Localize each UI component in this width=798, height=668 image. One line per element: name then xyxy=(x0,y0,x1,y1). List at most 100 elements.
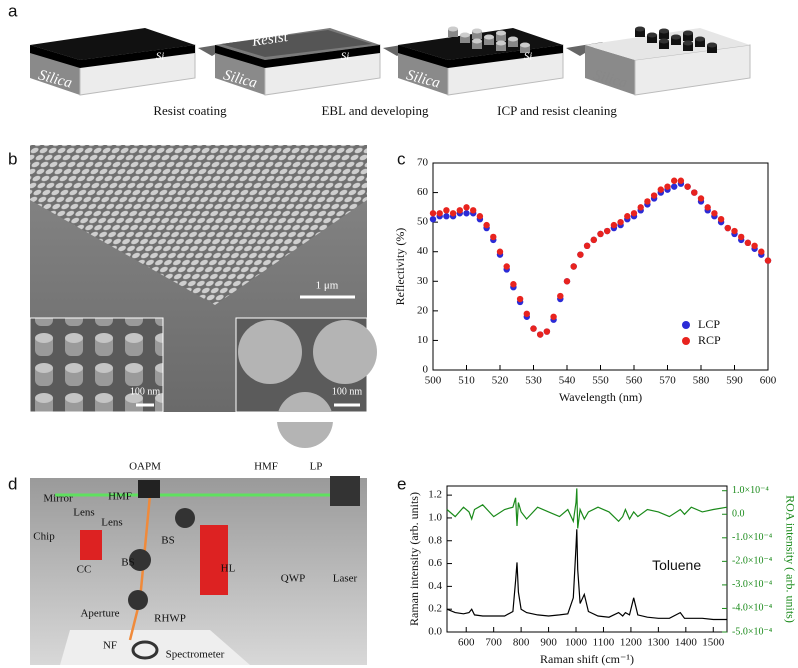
layer-label: Si xyxy=(156,51,165,63)
pillar xyxy=(472,31,482,39)
slit xyxy=(131,640,159,660)
data-point xyxy=(637,204,644,211)
data-point xyxy=(677,177,685,184)
pillar xyxy=(520,45,530,53)
data-point xyxy=(496,248,504,255)
laser xyxy=(330,476,360,506)
data-point xyxy=(429,215,437,223)
substrate-front xyxy=(585,45,635,95)
y2-tick-label: 1.0×10⁻⁴ xyxy=(732,485,769,496)
setup-label: Laser xyxy=(333,573,358,585)
x-axis-label: Wavelength (nm) xyxy=(559,390,642,404)
data-point xyxy=(436,210,443,217)
legend-marker xyxy=(682,321,690,329)
data-point xyxy=(443,207,450,214)
setup-label: Mirror xyxy=(43,493,73,505)
step-label: Resist coating xyxy=(153,103,227,118)
panel-label: d xyxy=(8,474,17,493)
pillar xyxy=(659,41,669,49)
pillar-top xyxy=(484,34,494,40)
x-axis-label: Raman shift (cm⁻¹) xyxy=(540,652,634,666)
y2-tick-label: 0.0 xyxy=(732,509,745,520)
legend-marker xyxy=(682,337,690,345)
bs xyxy=(175,508,195,528)
x-tick-label: 500 xyxy=(425,375,442,387)
data-point xyxy=(537,331,544,338)
scale-label: 1 μm xyxy=(316,280,339,292)
y-axis-label: Raman intensity (arb. units) xyxy=(407,492,421,626)
y-axis-label: Reflectivity (%) xyxy=(393,228,407,306)
legend-label: RCP xyxy=(698,333,721,347)
y-tick-label: 0.4 xyxy=(428,580,442,592)
data-point xyxy=(503,263,510,270)
data-point xyxy=(711,210,718,217)
pillar-top xyxy=(695,36,705,42)
x-tick-label: 1500 xyxy=(702,637,725,649)
data-point xyxy=(563,278,571,285)
pillar-top xyxy=(707,42,717,48)
pillar-top xyxy=(460,32,470,38)
x-tick-label: 570 xyxy=(659,375,676,387)
setup-label: QWP xyxy=(281,573,305,585)
data-point xyxy=(463,204,470,211)
y-tick-label: 0.6 xyxy=(428,557,442,569)
data-point xyxy=(550,313,557,320)
pillar-top xyxy=(472,38,482,44)
pillar-top xyxy=(683,40,693,46)
data-point xyxy=(664,183,671,190)
pillar xyxy=(635,29,645,37)
panel-label: e xyxy=(397,474,406,493)
setup-label: HMF xyxy=(254,461,278,473)
x-tick-label: 900 xyxy=(540,637,557,649)
data-point xyxy=(516,295,524,303)
pillar-top xyxy=(472,28,482,34)
setup-label: NF xyxy=(103,640,117,652)
data-point xyxy=(463,210,470,217)
setup-label: HL xyxy=(221,563,236,575)
pillar-top xyxy=(496,30,506,36)
pillar-top xyxy=(671,34,681,40)
data-point xyxy=(523,310,530,318)
x-tick-label: 1100 xyxy=(593,637,615,649)
pillar xyxy=(484,37,494,45)
data-point xyxy=(490,233,497,241)
y2-tick-label: -4.0×10⁻⁴ xyxy=(732,603,773,614)
setup-label: Chip xyxy=(33,531,55,543)
sem-disk xyxy=(238,320,302,384)
x-tick-label: 530 xyxy=(525,375,542,387)
bs xyxy=(129,549,151,571)
scale-label: 100 nm xyxy=(332,386,363,397)
layer-label: Si xyxy=(341,51,350,63)
pillar-top xyxy=(647,32,657,38)
x-tick-label: 590 xyxy=(726,375,743,387)
panel-label: b xyxy=(8,149,17,168)
data-point xyxy=(697,195,705,202)
data-point xyxy=(751,242,758,249)
data-point xyxy=(644,198,651,205)
setup-label: BS xyxy=(121,557,134,569)
top-face xyxy=(30,28,195,60)
x-tick-label: 520 xyxy=(492,375,509,387)
setup-label: OAPM xyxy=(129,461,161,473)
data-point xyxy=(449,210,457,217)
data-point xyxy=(717,215,725,223)
x-tick-label: 540 xyxy=(559,375,576,387)
pillar xyxy=(472,41,482,49)
x-tick-label: 560 xyxy=(626,375,643,387)
data-point xyxy=(704,204,711,211)
data-point xyxy=(758,248,765,255)
setup-label: Spectrometer xyxy=(166,649,225,661)
pillar-top xyxy=(496,40,506,46)
y-tick-label: 60 xyxy=(417,186,429,198)
oapm xyxy=(138,480,160,498)
pillar-top xyxy=(683,30,693,36)
corner-cube xyxy=(80,530,102,560)
y2-tick-label: -5.0×10⁻⁴ xyxy=(732,626,773,637)
y-tick-label: 0.8 xyxy=(428,534,442,546)
plot-frame xyxy=(446,485,728,633)
data-point xyxy=(657,186,664,193)
annotation: Toluene xyxy=(652,557,701,573)
pillar-top xyxy=(659,28,669,34)
si-layer xyxy=(215,45,380,68)
pillar xyxy=(707,45,717,53)
